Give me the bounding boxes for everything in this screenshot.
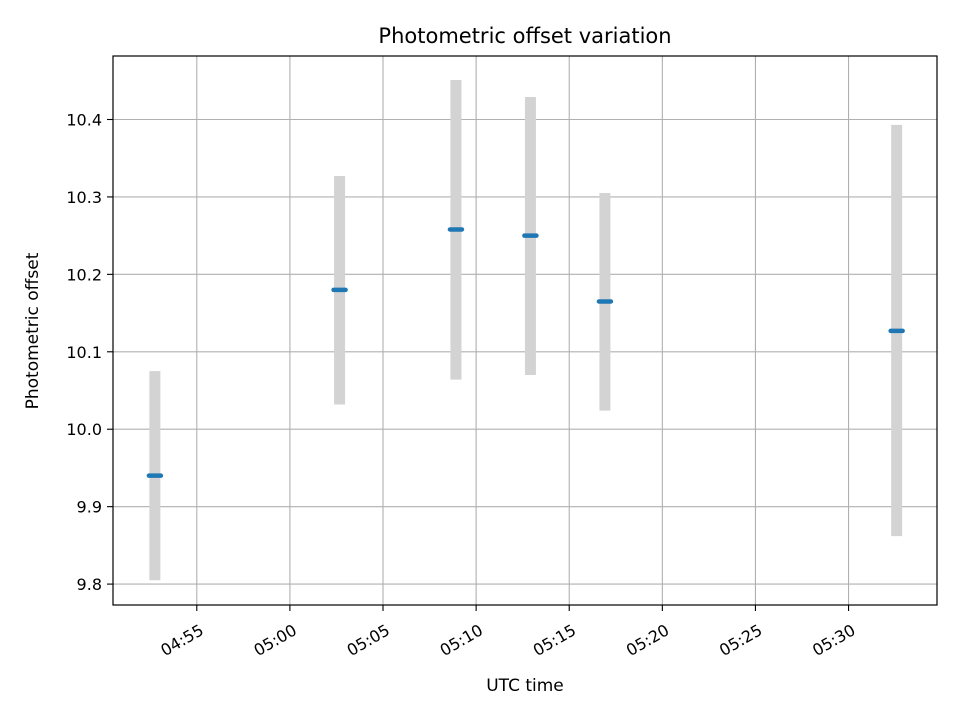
chart-title: Photometric offset variation [378, 24, 671, 48]
y-tick-label: 10.0 [66, 420, 102, 439]
x-axis-title: UTC time [486, 676, 564, 696]
y-tick-label: 10.4 [66, 110, 102, 129]
y-tick-label: 9.8 [77, 575, 102, 594]
y-tick-label: 10.3 [66, 188, 102, 207]
y-tick-label: 9.9 [77, 498, 102, 517]
y-axis-title: Photometric offset [23, 252, 43, 409]
data-points [146, 227, 905, 478]
y-tick-label: 10.2 [66, 265, 102, 284]
plot-frame [112, 55, 938, 606]
y-axis: 9.8 9.9 10.0 10.1 10.2 10.3 10.4 [66, 110, 113, 594]
y-tick-label: 10.1 [66, 343, 102, 362]
